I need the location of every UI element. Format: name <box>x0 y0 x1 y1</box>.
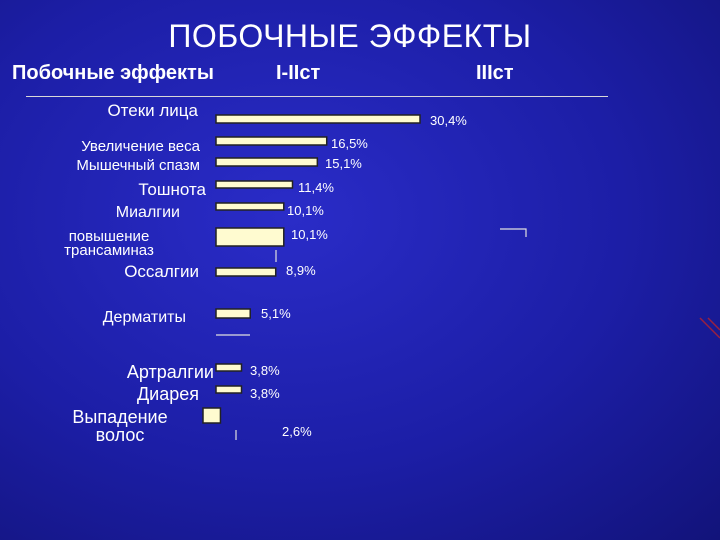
value-label-5: 10,1% <box>287 203 324 218</box>
value-label-1: 30,4% <box>430 113 467 128</box>
value-label-3: 15,1% <box>325 156 362 171</box>
header-grade-3: IIIст <box>476 62 514 84</box>
header-side-effects: Побочные эффекты <box>12 62 214 84</box>
category-label-7: Оссалгии <box>124 262 199 281</box>
value-label-10: 3,8% <box>250 386 280 401</box>
slide-title: ПОБОЧНЫЕ ЭФФЕКТЫ <box>168 18 532 54</box>
bar-8 <box>215 308 251 319</box>
category-label-4: Тошнота <box>138 180 206 199</box>
category-label-6: повышение трансаминаз <box>64 228 154 259</box>
category-label-3: Мышечный спазм <box>76 157 200 174</box>
value-label-9: 3,8% <box>250 363 280 378</box>
bar-4 <box>215 180 294 189</box>
bar-2 <box>215 136 328 146</box>
value-label-4: 11,4% <box>298 180 334 195</box>
category-label-1: Отеки лица <box>107 101 198 120</box>
bar-10 <box>215 385 243 394</box>
value-label-8: 5,1% <box>261 306 291 321</box>
category-label-9: Артралгии <box>127 362 214 382</box>
bar-5 <box>215 202 285 211</box>
grade3-marker <box>500 228 527 237</box>
bar-1 <box>215 114 421 124</box>
bar-9 <box>215 363 243 372</box>
header-divider <box>26 96 608 97</box>
bar-7 <box>215 267 277 277</box>
category-label-8: Дерматиты <box>103 309 186 326</box>
value-label-7: 8,9% <box>286 263 316 278</box>
value-label-6: 10,1% <box>291 227 328 242</box>
bar-11 <box>202 407 222 424</box>
value-label-2: 16,5% <box>331 136 368 151</box>
value-label-11: 2,6% <box>282 424 312 439</box>
bar-3 <box>215 157 319 167</box>
category-label-2: Увеличение веса <box>81 138 200 155</box>
bar-6 <box>215 227 285 247</box>
header-grade-1-2: I-IIст <box>276 62 321 84</box>
category-label-11: Выпадение волос <box>72 407 167 445</box>
category-label-10: Диарея <box>137 384 199 404</box>
category-label-5: Миалгии <box>116 204 180 221</box>
corner-accent-lines <box>699 317 720 339</box>
